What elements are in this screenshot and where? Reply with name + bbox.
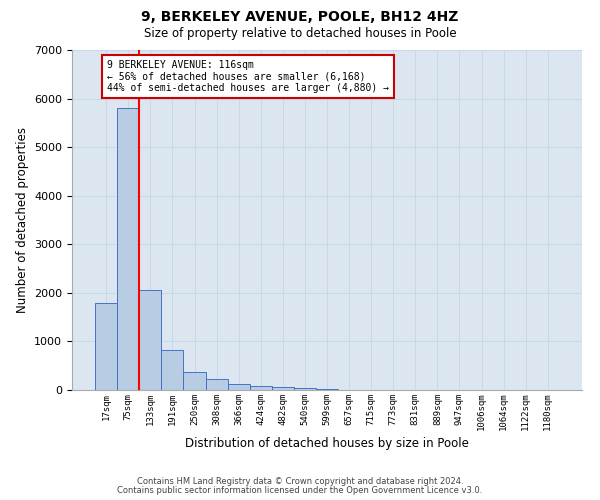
X-axis label: Distribution of detached houses by size in Poole: Distribution of detached houses by size … xyxy=(185,438,469,450)
Text: Contains HM Land Registry data © Crown copyright and database right 2024.: Contains HM Land Registry data © Crown c… xyxy=(137,477,463,486)
Bar xyxy=(316,388,338,390)
Bar xyxy=(250,386,272,390)
Bar xyxy=(139,290,161,390)
Bar xyxy=(227,384,250,390)
Bar xyxy=(272,387,294,390)
Text: Contains public sector information licensed under the Open Government Licence v3: Contains public sector information licen… xyxy=(118,486,482,495)
Y-axis label: Number of detached properties: Number of detached properties xyxy=(16,127,29,313)
Text: 9 BERKELEY AVENUE: 116sqm
← 56% of detached houses are smaller (6,168)
44% of se: 9 BERKELEY AVENUE: 116sqm ← 56% of detac… xyxy=(107,60,389,93)
Bar xyxy=(294,388,316,390)
Bar xyxy=(206,379,227,390)
Text: 9, BERKELEY AVENUE, POOLE, BH12 4HZ: 9, BERKELEY AVENUE, POOLE, BH12 4HZ xyxy=(142,10,458,24)
Bar xyxy=(95,302,117,390)
Text: Size of property relative to detached houses in Poole: Size of property relative to detached ho… xyxy=(143,28,457,40)
Bar xyxy=(161,350,184,390)
Bar xyxy=(117,108,139,390)
Bar xyxy=(184,372,206,390)
